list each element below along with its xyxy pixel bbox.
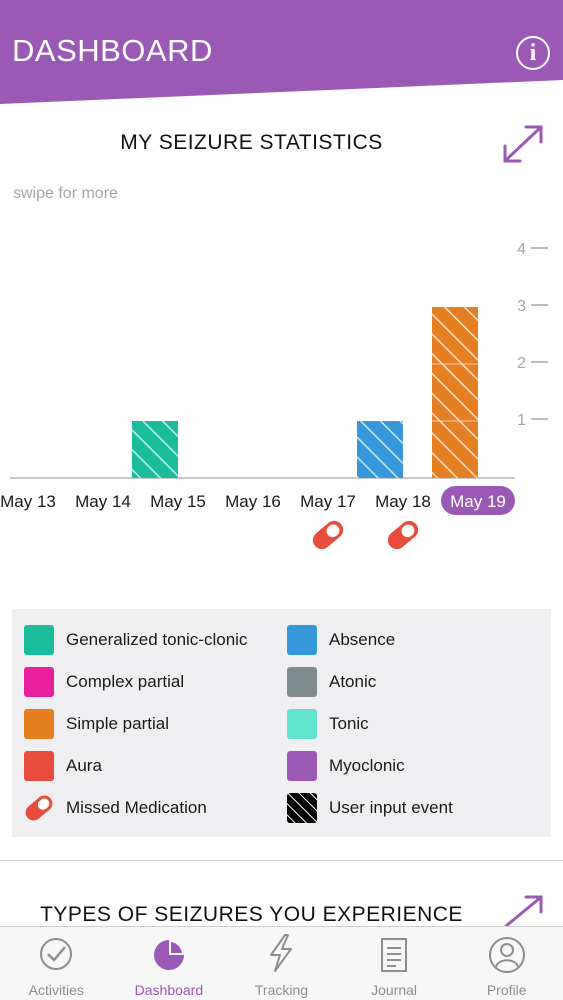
legend-label: User input event [329, 798, 453, 817]
x-axis-date-label: May 16 [225, 492, 281, 511]
tab-bar: Activities Dashboard Tracking Journal [0, 926, 563, 1000]
selected-date-pill [441, 486, 515, 515]
missed-medication-pill-icon [387, 520, 419, 550]
tab-profile[interactable]: Profile [450, 927, 563, 1000]
color-swatch [287, 667, 317, 697]
legend-item: Myoclonic [287, 751, 405, 781]
chart-bar-hatch [432, 307, 478, 478]
section-divider [0, 860, 563, 861]
legend-label: Generalized tonic-clonic [66, 630, 248, 649]
legend-label: Complex partial [66, 672, 185, 691]
legend-label: Simple partial [66, 714, 169, 733]
x-axis-date-label: May 14 [75, 492, 131, 511]
header-background [0, 0, 563, 104]
swipe-hint: swipe for more [13, 185, 118, 202]
expand-arrows-icon[interactable] [501, 123, 545, 165]
legend-item: Atonic [287, 667, 376, 697]
types-section-title: TYPES OF SEIZURES YOU EXPERIENCE [40, 903, 463, 926]
color-swatch [24, 625, 54, 655]
x-axis-date-label: May 15 [150, 492, 206, 511]
color-swatch [287, 751, 317, 781]
page-title: DASHBOARD [12, 33, 213, 68]
x-axis-date-label: May 17 [300, 492, 356, 511]
document-icon [381, 938, 408, 972]
expand-arrows-icon-2[interactable] [501, 893, 545, 927]
y-tick-label: 4 [517, 241, 526, 258]
pie-chart-icon [153, 940, 184, 970]
tab-dashboard[interactable]: Dashboard [113, 927, 226, 1000]
legend-item: Absence [287, 625, 395, 655]
tab-label: Activities [28, 982, 84, 998]
chart-bar-hatch [132, 421, 178, 478]
y-tick-label: 1 [517, 412, 526, 429]
lightning-icon [270, 934, 293, 972]
chart-bar-hatch [357, 421, 403, 478]
legend-item: Generalized tonic-clonic [24, 625, 247, 655]
chart-legend: Generalized tonic-clonic Absence Complex p… [12, 609, 551, 837]
statistics-title: MY SEIZURE STATISTICS [120, 131, 383, 154]
legend-label: Aura [66, 756, 102, 775]
color-swatch [287, 625, 317, 655]
legend-item: Complex partial [24, 667, 184, 697]
checkmark-circle-icon [40, 938, 73, 970]
legend-label: Tonic [329, 714, 369, 733]
legend-item: Aura [24, 751, 102, 781]
header-bar: DASHBOARD i [0, 0, 563, 104]
tab-journal[interactable]: Journal [338, 927, 451, 1000]
pill-icon [25, 795, 53, 821]
color-swatch [287, 709, 317, 739]
seizure-chart[interactable]: 1 2 3 4 5 May 13 May 14 May 15 May 16 May 17 May … [0, 200, 563, 570]
tab-label: Tracking [254, 982, 309, 998]
person-circle-icon [488, 937, 525, 973]
y-tick-label: 5 [517, 200, 526, 201]
color-swatch [24, 751, 54, 781]
missed-medication-pill-icon [312, 520, 344, 550]
legend-item: Tonic [287, 709, 369, 739]
tab-label: Profile [486, 982, 527, 998]
y-tick-label: 2 [517, 355, 526, 372]
legend-item: Simple partial [24, 709, 169, 739]
legend-label: Atonic [329, 672, 377, 691]
legend-label: Absence [329, 630, 396, 649]
color-swatch [24, 709, 54, 739]
x-axis-date-label: May 19 [450, 492, 506, 511]
legend-label: Missed Medication [66, 798, 207, 817]
hatched-swatch-icon [287, 793, 317, 823]
tab-tracking[interactable]: Tracking [225, 927, 338, 1000]
y-tick-label: 3 [517, 298, 526, 315]
legend-item: User input event [287, 793, 453, 823]
x-axis-date-label: May 18 [375, 492, 431, 511]
color-swatch [24, 667, 54, 697]
tab-activities[interactable]: Activities [0, 927, 113, 1000]
pill-half [401, 524, 415, 538]
legend-label: Myoclonic [329, 756, 405, 775]
x-axis-date-label: May 13 [0, 492, 56, 511]
pill-half [326, 524, 340, 538]
pill-body [312, 520, 344, 550]
legend-item: Missed Medication [24, 793, 207, 823]
tab-label: Journal [371, 982, 418, 998]
tab-label: Dashboard [134, 982, 204, 998]
info-icon[interactable]: i [516, 36, 550, 70]
